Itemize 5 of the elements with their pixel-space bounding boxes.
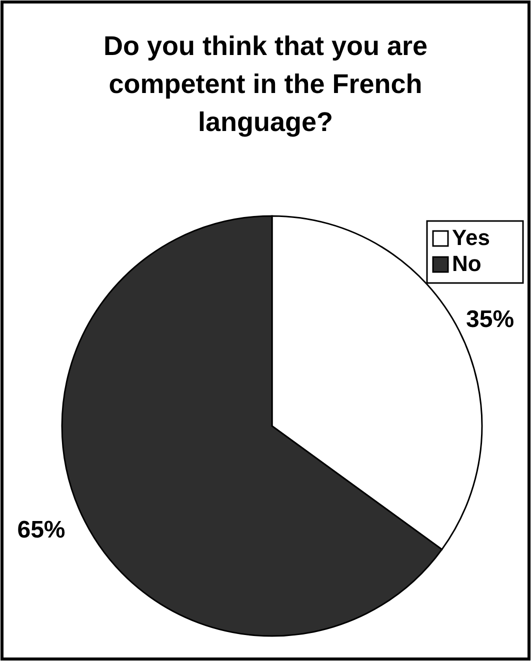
data-label: 65%: [17, 516, 66, 544]
legend-label: Yes: [452, 225, 490, 250]
legend-label: No: [452, 251, 482, 276]
chart-title: Do you think that you are competent in the French language?: [103, 31, 428, 137]
data-label: 35%: [466, 306, 514, 334]
